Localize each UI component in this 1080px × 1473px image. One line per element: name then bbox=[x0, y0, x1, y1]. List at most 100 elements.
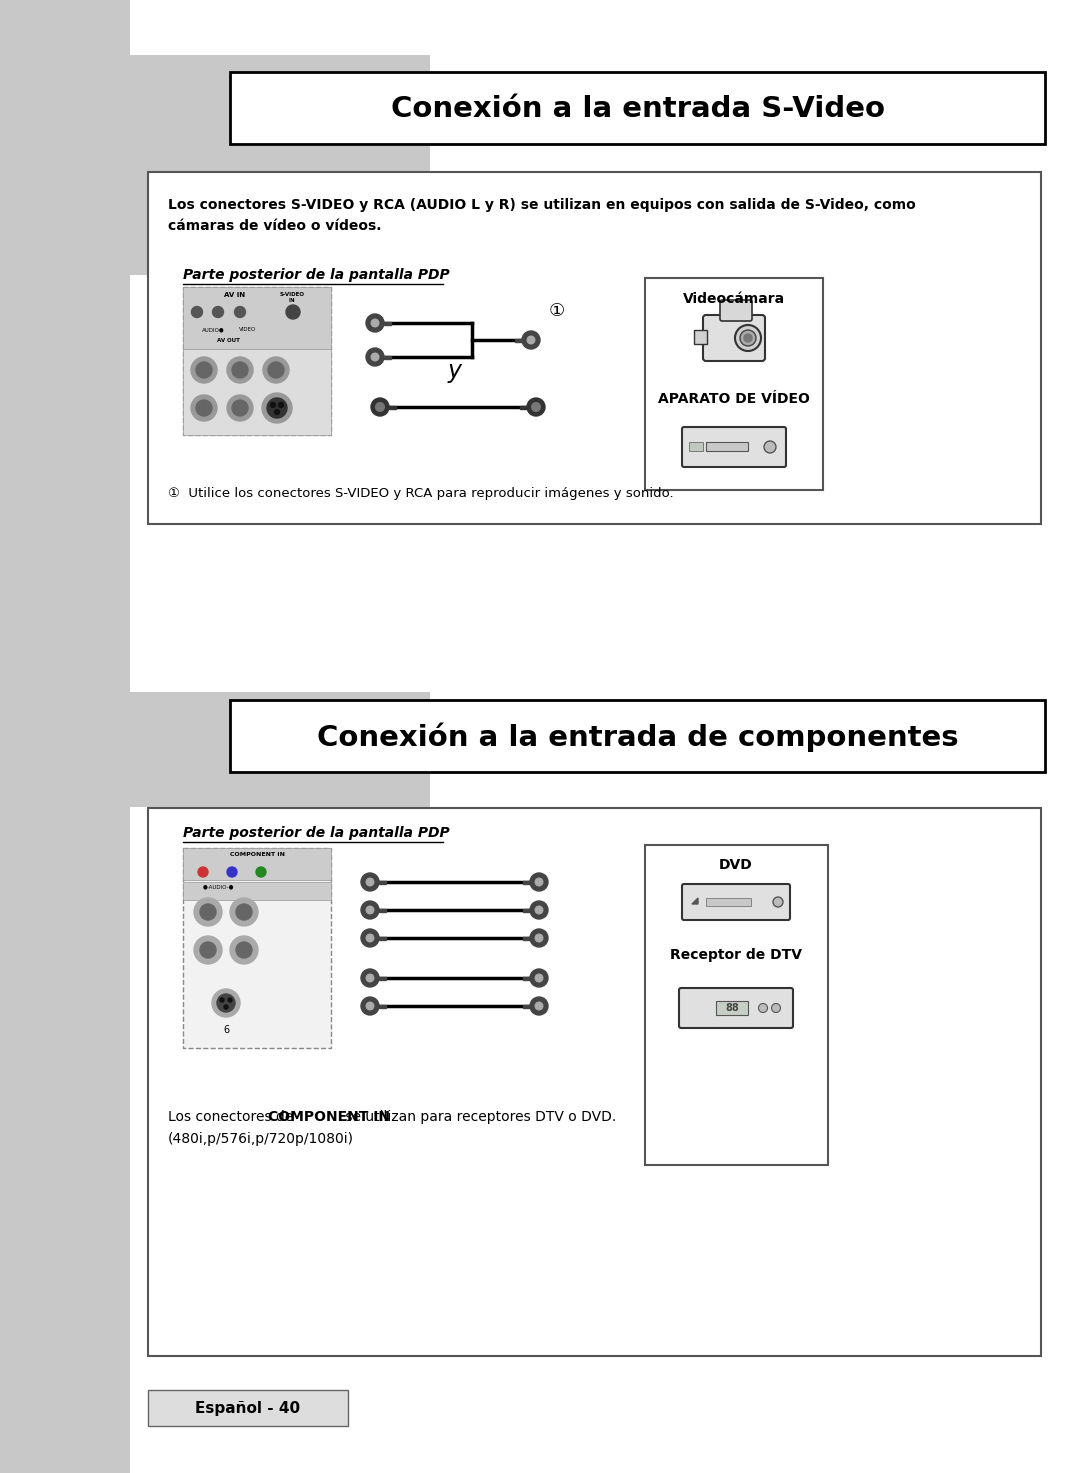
Bar bbox=[183, 882, 330, 900]
Circle shape bbox=[268, 362, 284, 379]
Circle shape bbox=[224, 1005, 228, 1009]
Bar bbox=[645, 278, 823, 491]
Circle shape bbox=[771, 1003, 781, 1012]
Text: COMPONENT IN: COMPONENT IN bbox=[229, 851, 284, 857]
Circle shape bbox=[530, 873, 548, 891]
Circle shape bbox=[270, 402, 275, 408]
Circle shape bbox=[366, 878, 374, 885]
Text: AV OUT: AV OUT bbox=[217, 337, 240, 343]
Text: S-VIDEO
IN: S-VIDEO IN bbox=[280, 292, 305, 303]
Bar bbox=[379, 1005, 386, 1008]
Bar bbox=[523, 881, 530, 884]
Circle shape bbox=[366, 934, 374, 941]
Circle shape bbox=[366, 1002, 374, 1010]
Circle shape bbox=[191, 306, 203, 318]
Text: AUDIO●: AUDIO● bbox=[202, 327, 225, 331]
Bar bbox=[706, 899, 751, 906]
Circle shape bbox=[227, 868, 237, 876]
Circle shape bbox=[758, 1003, 768, 1012]
Text: Videocámara: Videocámara bbox=[683, 292, 785, 306]
Circle shape bbox=[213, 306, 224, 318]
Circle shape bbox=[530, 929, 548, 947]
Circle shape bbox=[194, 899, 222, 927]
Circle shape bbox=[191, 356, 217, 383]
Bar bbox=[645, 846, 828, 1165]
Circle shape bbox=[366, 348, 384, 365]
Circle shape bbox=[361, 997, 379, 1015]
Bar bbox=[148, 809, 1041, 1357]
Circle shape bbox=[527, 398, 545, 415]
Text: Parte posterior de la pantalla PDP: Parte posterior de la pantalla PDP bbox=[183, 268, 449, 281]
Circle shape bbox=[366, 974, 374, 982]
Text: ①: ① bbox=[549, 302, 565, 320]
Text: Receptor de DTV: Receptor de DTV bbox=[670, 949, 802, 962]
Circle shape bbox=[234, 306, 245, 318]
Circle shape bbox=[735, 326, 761, 351]
Bar bbox=[183, 848, 330, 879]
Circle shape bbox=[361, 929, 379, 947]
Circle shape bbox=[262, 393, 292, 423]
Text: Español - 40: Español - 40 bbox=[195, 1401, 300, 1416]
Text: 88: 88 bbox=[725, 1003, 739, 1013]
Circle shape bbox=[530, 969, 548, 987]
Bar bbox=[379, 977, 386, 980]
Circle shape bbox=[200, 904, 216, 921]
Circle shape bbox=[264, 356, 289, 383]
Circle shape bbox=[198, 868, 208, 876]
Bar bbox=[183, 287, 330, 435]
Bar bbox=[523, 1005, 530, 1008]
Bar bbox=[0, 692, 430, 807]
Circle shape bbox=[773, 897, 783, 907]
Text: 6: 6 bbox=[222, 1025, 229, 1036]
Circle shape bbox=[191, 395, 217, 421]
Text: COMPONENT IN: COMPONENT IN bbox=[268, 1111, 390, 1124]
Bar bbox=[183, 349, 330, 435]
Text: DVD: DVD bbox=[719, 857, 753, 872]
Circle shape bbox=[274, 409, 280, 414]
Circle shape bbox=[212, 988, 240, 1016]
Bar bbox=[379, 937, 386, 940]
Circle shape bbox=[227, 356, 253, 383]
Circle shape bbox=[536, 1002, 543, 1010]
Bar bbox=[389, 405, 396, 408]
Circle shape bbox=[372, 398, 389, 415]
Bar bbox=[519, 405, 527, 408]
Circle shape bbox=[279, 402, 283, 408]
Bar bbox=[694, 330, 707, 345]
Bar bbox=[689, 442, 703, 451]
Circle shape bbox=[227, 395, 253, 421]
Text: Parte posterior de la pantalla PDP: Parte posterior de la pantalla PDP bbox=[183, 826, 449, 840]
Circle shape bbox=[232, 362, 248, 379]
Circle shape bbox=[361, 969, 379, 987]
Circle shape bbox=[530, 901, 548, 919]
Circle shape bbox=[764, 440, 777, 454]
Circle shape bbox=[361, 873, 379, 891]
Circle shape bbox=[361, 901, 379, 919]
Circle shape bbox=[376, 402, 384, 411]
Bar bbox=[384, 355, 391, 358]
Circle shape bbox=[536, 906, 543, 913]
Circle shape bbox=[740, 330, 756, 346]
FancyBboxPatch shape bbox=[681, 427, 786, 467]
Circle shape bbox=[531, 402, 540, 411]
Circle shape bbox=[527, 336, 535, 343]
FancyBboxPatch shape bbox=[681, 884, 789, 921]
Bar bbox=[0, 0, 130, 1473]
Bar bbox=[148, 172, 1041, 524]
Bar bbox=[523, 977, 530, 980]
Circle shape bbox=[267, 398, 287, 418]
Bar bbox=[148, 1391, 348, 1426]
Text: se utilizan para receptores DTV o DVD.: se utilizan para receptores DTV o DVD. bbox=[341, 1111, 617, 1124]
FancyBboxPatch shape bbox=[703, 315, 765, 361]
Bar bbox=[716, 1002, 748, 1015]
Bar bbox=[183, 848, 330, 1047]
Bar bbox=[706, 442, 748, 451]
Text: VIDEO: VIDEO bbox=[240, 327, 257, 331]
FancyBboxPatch shape bbox=[720, 300, 752, 321]
Circle shape bbox=[220, 999, 224, 1002]
Bar bbox=[515, 339, 522, 342]
Bar bbox=[230, 700, 1045, 772]
Text: Los conectores de: Los conectores de bbox=[168, 1111, 298, 1124]
Bar bbox=[384, 321, 391, 324]
Text: (480i,p/576i,p/720p/1080i): (480i,p/576i,p/720p/1080i) bbox=[168, 1131, 354, 1146]
